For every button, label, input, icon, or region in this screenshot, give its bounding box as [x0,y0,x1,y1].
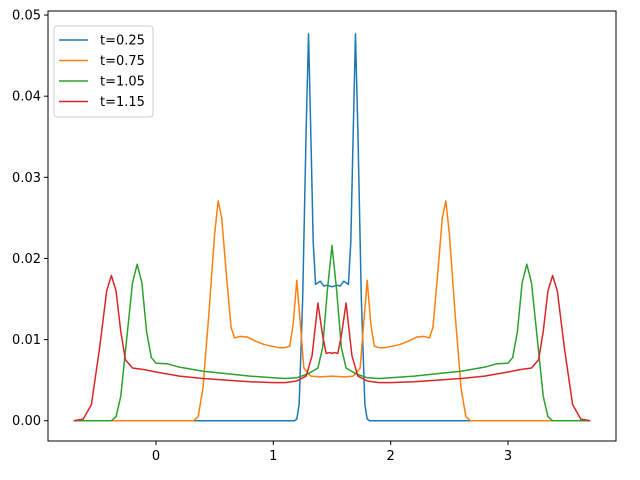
legend-label-2: t=1.05 [100,75,145,90]
x-tick-label: 1 [269,449,277,464]
series-line-2 [73,244,591,422]
y-tick-label: 0.03 [12,171,41,186]
y-tick-label: 0.00 [12,414,41,429]
y-tick-label: 0.02 [12,252,41,267]
y-tick-label: 0.01 [12,333,41,348]
legend-label-0: t=0.25 [100,34,145,49]
series-line-3 [73,274,591,422]
legend: t=0.25 t=0.75 t=1.05 t=1.15 [53,25,154,118]
y-tick-label: 0.04 [12,90,41,105]
legend-box [53,25,154,118]
plot-frame [47,10,617,442]
legend-label-3: t=1.15 [100,95,145,110]
x-axis: 0 1 2 3 [152,441,512,464]
y-axis: 0.00 0.01 0.02 0.03 0.04 0.05 [12,9,48,429]
legend-label-1: t=0.75 [100,54,145,69]
series-line-0 [73,32,591,422]
series-line-1 [73,200,591,422]
x-tick-label: 2 [387,449,395,464]
x-tick-label: 3 [504,449,512,464]
x-tick-label: 0 [152,449,160,464]
series-layer [73,32,591,422]
y-tick-label: 0.05 [12,9,41,24]
